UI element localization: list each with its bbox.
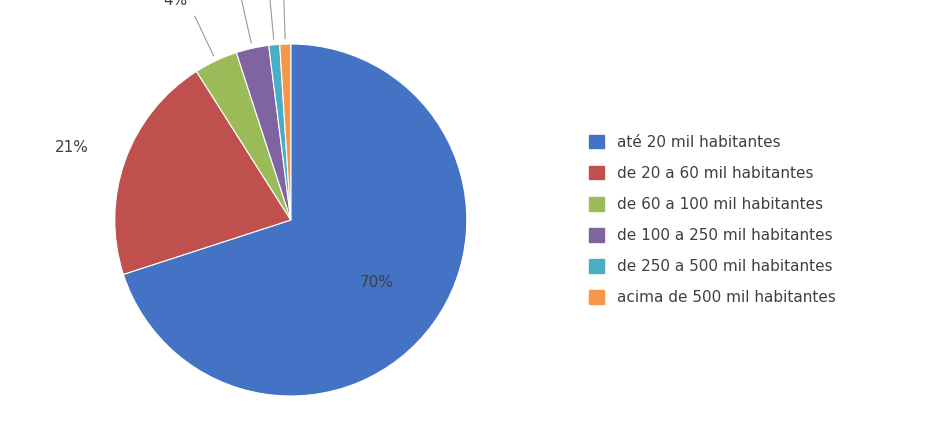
Text: 4%: 4%	[163, 0, 188, 8]
Wedge shape	[196, 53, 291, 220]
Wedge shape	[114, 71, 291, 275]
Text: 70%: 70%	[359, 275, 393, 290]
Text: 21%: 21%	[55, 140, 89, 155]
Wedge shape	[236, 45, 291, 220]
Wedge shape	[268, 44, 291, 220]
Legend: até 20 mil habitantes, de 20 a 60 mil habitantes, de 60 a 100 mil habitantes, de: até 20 mil habitantes, de 20 a 60 mil ha…	[589, 135, 836, 305]
Wedge shape	[124, 44, 467, 396]
Wedge shape	[280, 44, 291, 220]
